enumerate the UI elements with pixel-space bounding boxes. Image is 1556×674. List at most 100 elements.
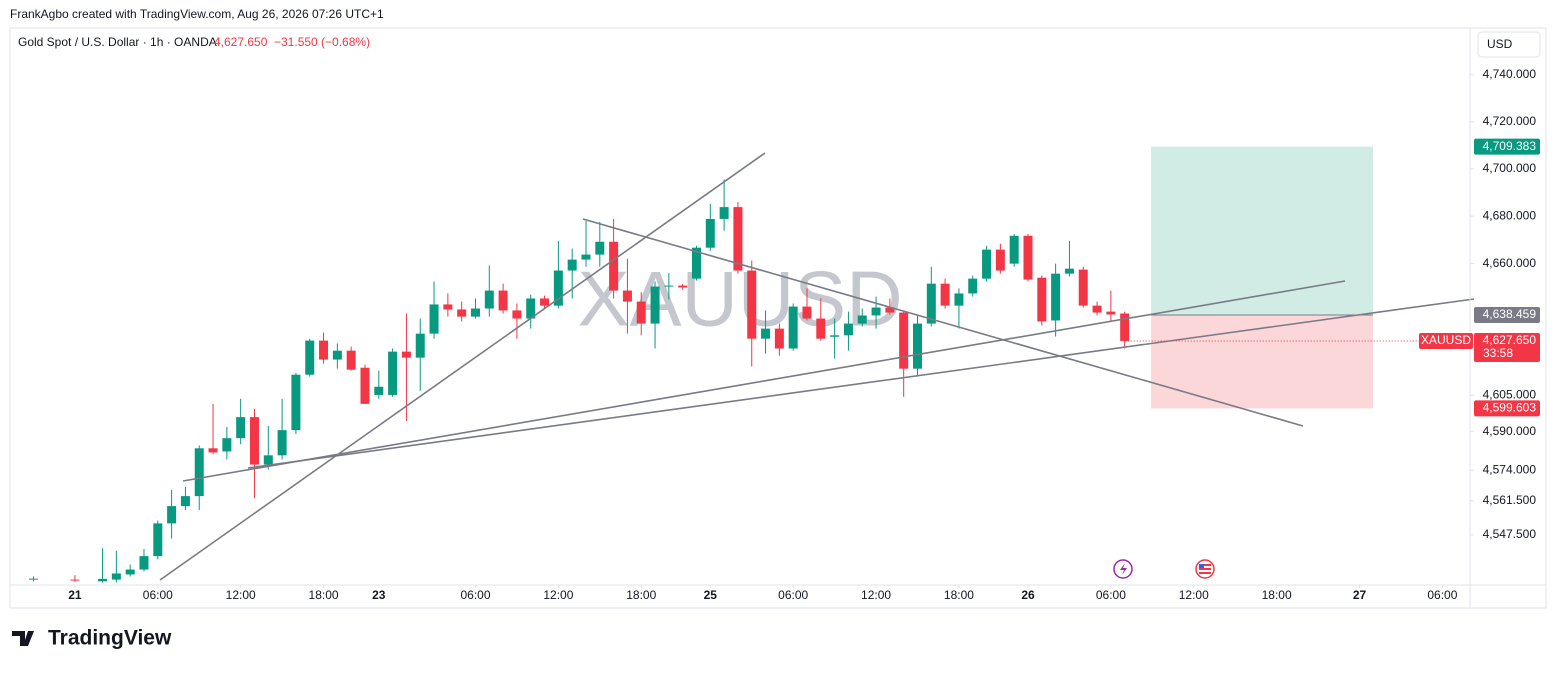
x-tick-label: 06:00 — [460, 588, 490, 602]
candle-body — [263, 455, 273, 465]
brand-logo — [12, 631, 34, 646]
candle-body — [1051, 273, 1061, 321]
candle-body — [28, 578, 38, 580]
entry-label-bg — [1474, 307, 1540, 324]
candle-body — [374, 386, 384, 395]
candle-body — [222, 438, 232, 452]
y-tick-label: 4,660.000 — [1483, 256, 1537, 270]
candle-body — [1106, 311, 1116, 315]
candle-body — [194, 448, 204, 497]
y-tick-label: 4,590.000 — [1483, 424, 1537, 438]
candle-body — [236, 417, 246, 439]
candle-body — [871, 307, 881, 316]
countdown: 33:58 — [1483, 346, 1513, 360]
stop-label-bg — [1474, 400, 1540, 417]
candle-body — [111, 573, 121, 580]
candle-body — [457, 309, 467, 317]
currency-label[interactable]: USD — [1487, 37, 1513, 51]
candle-body — [636, 301, 646, 324]
y-tick-label: 4,740.000 — [1483, 67, 1537, 81]
candle-body — [291, 374, 301, 431]
candle-body — [401, 351, 411, 358]
trend-line — [247, 298, 1475, 469]
candle-body — [816, 318, 826, 339]
x-tick-label: 26 — [1021, 588, 1035, 602]
candle-body — [664, 285, 674, 287]
x-tick-label: 25 — [704, 588, 718, 602]
y-tick-label: 4,547.500 — [1483, 527, 1537, 541]
position-tool — [1151, 146, 1373, 409]
candle-body — [926, 283, 936, 324]
candle-body — [1120, 313, 1130, 341]
candle-body — [705, 218, 715, 248]
candle-body — [553, 270, 563, 306]
y-tick-label: 4,720.000 — [1483, 114, 1537, 128]
candle-body — [857, 315, 867, 324]
candle-body — [954, 293, 964, 306]
event-icons — [1113, 559, 1215, 579]
candle-body — [788, 306, 798, 349]
candle-body — [830, 335, 840, 337]
x-tick-label: 06:00 — [1427, 588, 1457, 602]
candle-body — [747, 270, 757, 339]
candle-body — [581, 254, 591, 260]
chart-frame — [9, 27, 1547, 609]
legend-change: −31.550 (−0.68%) — [274, 35, 370, 49]
currency-button[interactable] — [1477, 31, 1541, 58]
candle-body — [761, 328, 771, 339]
candle-body — [332, 350, 342, 360]
candle-body — [843, 323, 853, 336]
trend-line — [582, 218, 1304, 427]
candle-body — [995, 249, 1005, 271]
candle-body — [1092, 305, 1102, 313]
x-tick-label: 12:00 — [861, 588, 891, 602]
lightning — [1120, 563, 1127, 575]
candle-body — [733, 207, 743, 271]
candle-body — [429, 304, 439, 334]
candle-body — [98, 578, 108, 582]
target-label: 4,709.383 — [1483, 139, 1537, 153]
last-price-label: 4,627.650 — [1483, 333, 1537, 347]
candle-body — [125, 569, 135, 575]
candle-body — [319, 340, 329, 360]
candle-body — [1023, 235, 1033, 280]
y-tick-label: 4,574.000 — [1483, 463, 1537, 477]
candle-body — [526, 298, 536, 319]
candle-body — [360, 367, 370, 404]
candle-body — [719, 207, 729, 219]
candle-body — [208, 448, 218, 453]
candle-body — [249, 417, 259, 465]
x-tick-label: 23 — [372, 588, 386, 602]
candle-body — [484, 290, 494, 309]
candle-body — [899, 312, 909, 369]
candle-body — [968, 278, 978, 294]
flag — [1199, 564, 1211, 574]
x-tick-label: 06:00 — [1096, 588, 1126, 602]
stop-label: 4,599.603 — [1483, 401, 1537, 415]
credit: FrankAgbo created with TradingView.com, … — [10, 7, 384, 21]
legend-symbol: Gold Spot / U.S. Dollar · 1h · OANDA — [18, 35, 217, 49]
candle-body — [622, 290, 632, 302]
candle-body — [346, 350, 356, 370]
brand-name: TradingView — [48, 627, 172, 650]
loss-zone — [1151, 315, 1373, 409]
last-price-bg — [1474, 332, 1540, 362]
x-tick-label: 12:00 — [226, 588, 256, 602]
candle-body — [1064, 268, 1074, 274]
y-tick-label: 4,561.500 — [1483, 493, 1537, 507]
candle-body — [1037, 277, 1047, 322]
candle-body — [70, 579, 80, 581]
brand: TradingView — [12, 627, 172, 650]
candle-body — [277, 430, 287, 456]
candle-body — [415, 333, 425, 358]
x-tick-label: 18:00 — [1262, 588, 1292, 602]
trend-line — [159, 152, 766, 581]
x-tick-label: 21 — [68, 588, 82, 602]
y-tick-label: 4,700.000 — [1483, 161, 1537, 175]
candle-body — [609, 241, 619, 291]
profit-zone — [1151, 146, 1373, 316]
target-label-bg — [1474, 138, 1540, 155]
candle-body — [982, 249, 992, 279]
legend-price: 4,627.650 — [214, 35, 268, 49]
